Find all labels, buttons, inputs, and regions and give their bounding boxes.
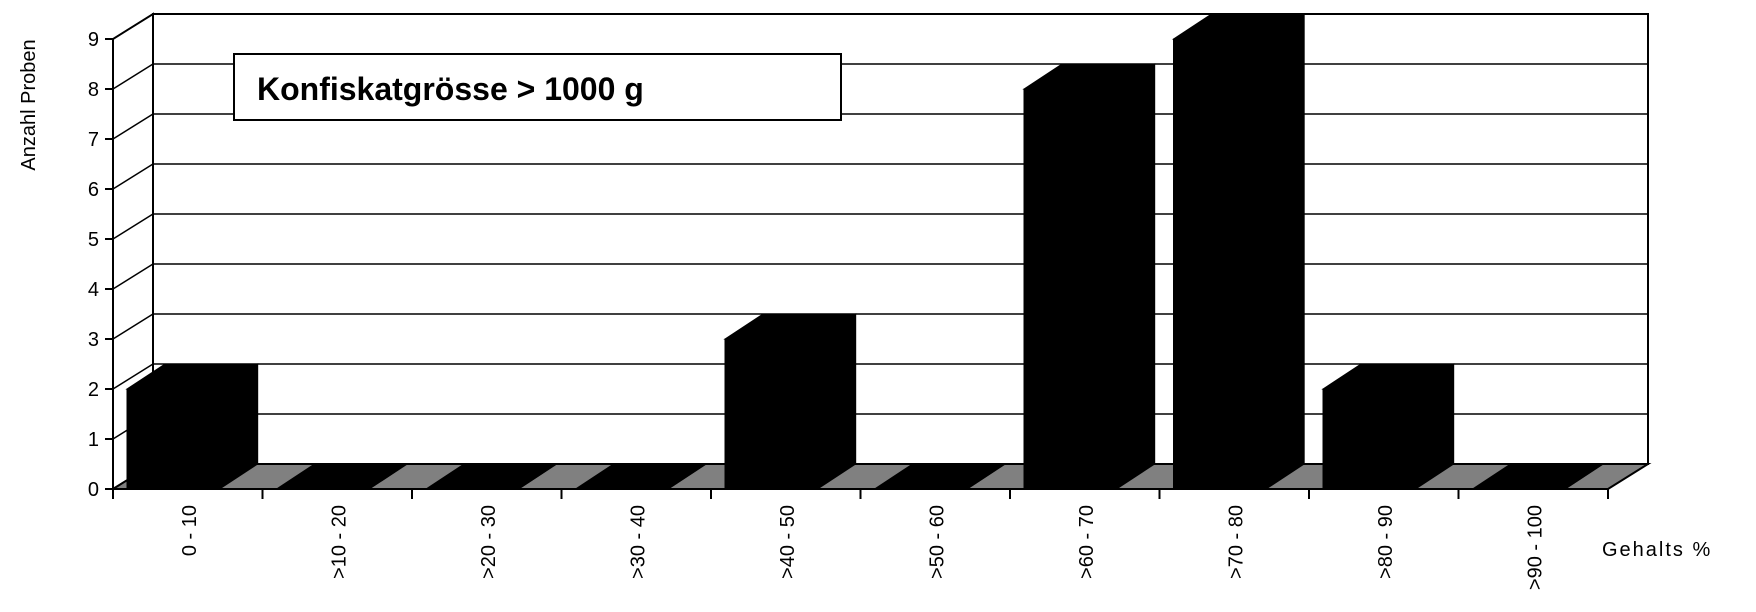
y-tick-label: 7	[88, 129, 99, 151]
x-tick-label: >20 - 30	[478, 505, 500, 579]
x-tick-label: >30 - 40	[627, 505, 649, 579]
y-tick-label: 2	[88, 379, 99, 401]
x-tick-labels: 0 - 10 >10 - 20 >20 - 30 >30 - 40 >40 - 50 >5…	[179, 505, 1547, 590]
gridline-side	[112, 113, 154, 140]
x-tick-label: >70 - 80	[1225, 505, 1247, 579]
bar-front	[1322, 388, 1417, 490]
bar-side	[817, 313, 857, 490]
gridline-side	[112, 263, 154, 290]
y-axis-title: Anzahl Proben	[18, 39, 40, 170]
y-tick-label: 0	[88, 479, 99, 501]
x-tick-label: >60 - 70	[1076, 505, 1098, 579]
bar-side	[1265, 13, 1305, 490]
bar	[1171, 13, 1306, 490]
y-tick-label: 5	[88, 229, 99, 251]
x-tick-label: >50 - 60	[926, 505, 948, 579]
axes	[105, 38, 1609, 499]
y-tick-label: 6	[88, 179, 99, 201]
bars	[125, 13, 1605, 490]
x-tick-label: >10 - 20	[328, 505, 350, 579]
chart-title: Konfiskatgrösse > 1000 g	[257, 71, 644, 107]
y-tick-label: 9	[88, 29, 99, 51]
x-tick-label: 0 - 10	[179, 505, 201, 556]
gridline-side	[112, 313, 154, 340]
bar-front	[1023, 88, 1118, 490]
bar-front	[724, 338, 819, 490]
gridline-side	[112, 13, 154, 40]
gridline-side	[112, 213, 154, 240]
y-tick-label: 3	[88, 329, 99, 351]
bar-front	[126, 388, 221, 490]
x-tick-label: >90 - 100	[1524, 505, 1546, 590]
bar-side	[1116, 63, 1156, 490]
gridline-side	[112, 63, 154, 90]
chart-title-box: Konfiskatgrösse > 1000 g	[233, 53, 842, 121]
y-tick-labels: 0 1 2 3 4 5 6 7 8 9	[88, 29, 99, 501]
gridline-side	[112, 163, 154, 190]
x-tick-label: >40 - 50	[777, 505, 799, 579]
bar	[723, 313, 858, 490]
gridline-side	[112, 363, 154, 390]
x-axis-title: Gehalts %	[1602, 539, 1712, 561]
x-tick-label: >80 - 90	[1375, 505, 1397, 579]
bar	[125, 363, 260, 490]
bar	[1321, 363, 1456, 490]
y-tick-label: 1	[88, 429, 99, 451]
bar	[1022, 63, 1157, 490]
y-tick-label: 4	[88, 279, 99, 301]
bar-front	[1173, 38, 1267, 490]
y-tick-label: 8	[88, 79, 99, 101]
